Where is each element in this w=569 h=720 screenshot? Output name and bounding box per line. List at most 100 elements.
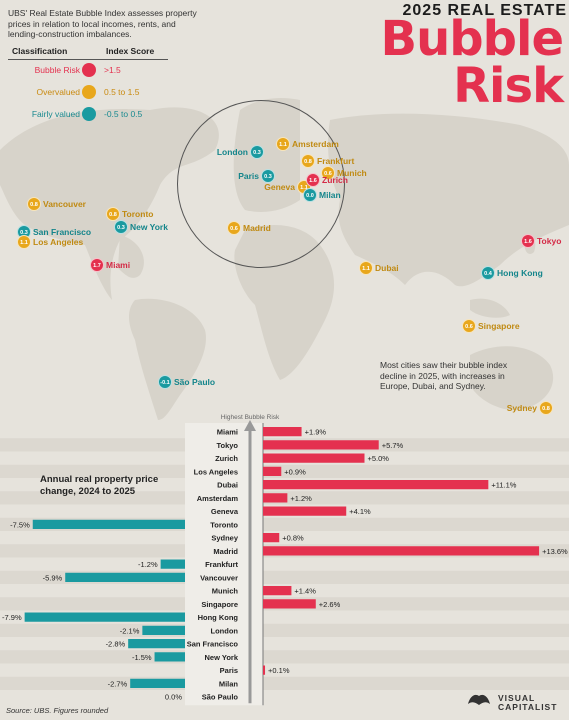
row-stripe: [0, 650, 569, 664]
city-score-bubble: 0.4: [481, 266, 495, 280]
header-title: Bubble Risk: [380, 11, 564, 114]
city-label: Tokyo: [537, 236, 562, 246]
bar: [263, 453, 365, 463]
category-label: Vancouver: [200, 573, 238, 582]
value-label: -1.5%: [132, 653, 152, 662]
legend-divider: [8, 59, 168, 60]
intro-text: UBS' Real Estate Bubble Index assesses p…: [8, 8, 197, 39]
category-label: Hong Kong: [198, 613, 239, 622]
category-label: Los Angeles: [194, 467, 238, 476]
legend-item-label: Fairly valued: [31, 109, 80, 119]
legend-dot: [82, 85, 96, 99]
city-score-bubble: 0.8: [27, 197, 41, 211]
bar-chart: Highest Bubble Risk Lowest Bubble Risk Mia…: [0, 414, 569, 710]
bar: [65, 572, 185, 582]
bar: [32, 519, 185, 529]
bar: [263, 599, 316, 609]
legend-item-label: Bubble Risk: [34, 65, 80, 75]
category-label: New York: [205, 653, 239, 662]
value-label: +0.1%: [268, 666, 290, 675]
bar: [263, 533, 280, 543]
bar: [263, 466, 282, 476]
city-label: Zurich: [322, 175, 348, 185]
value-label: +4.1%: [349, 507, 371, 516]
city-label: London: [216, 147, 248, 157]
city-score-bubble: 0.3: [261, 169, 275, 183]
city-score-bubble: 1.1: [359, 261, 373, 275]
city-label: Amsterdam: [292, 139, 339, 149]
category-label: Dubai: [217, 481, 238, 490]
city-label: Milan: [319, 190, 341, 200]
map-note: Most cities saw their bubble index decli…: [380, 360, 508, 391]
header-title-line1: Bubble: [380, 11, 564, 67]
legend: Classification Index Score Bubble Risk >…: [8, 46, 168, 126]
city-label: Frankfurt: [317, 156, 355, 166]
value-label: +0.8%: [282, 534, 304, 543]
bar: [263, 440, 379, 450]
map-section: 2025 REAL ESTATE Bubble Risk UBS' Real E…: [0, 2, 569, 420]
source-note: Source: UBS. Figures rounded: [6, 706, 109, 715]
city-score-bubble: 0.6: [227, 221, 241, 235]
header-title-line2: Risk: [453, 58, 564, 114]
value-label: +11.1%: [491, 481, 516, 490]
category-label: Sydney: [211, 534, 239, 543]
bar: [24, 612, 185, 622]
bar: [263, 665, 266, 675]
category-label: São Paulo: [202, 693, 239, 702]
legend-item-label: Overvalued: [36, 87, 80, 97]
city-label: Madrid: [243, 223, 271, 233]
header-subtitle: 2025 REAL ESTATE: [402, 2, 567, 19]
visual-capitalist-logo-icon: [468, 694, 490, 705]
city-label: Hong Kong: [497, 268, 543, 278]
city-score-bubble: 1.7: [90, 258, 104, 272]
city-label: San Francisco: [33, 227, 92, 237]
category-label: Madrid: [213, 547, 238, 556]
city-label: New York: [130, 222, 168, 232]
city-label: São Paulo: [174, 377, 216, 387]
bar: [142, 625, 185, 635]
city-label: Singapore: [478, 321, 520, 331]
legend-index-label: Index Score: [106, 46, 155, 56]
category-label: Toronto: [210, 520, 238, 529]
row-stripe: [0, 464, 569, 478]
city-label: Miami: [106, 260, 131, 270]
category-label: Miami: [217, 428, 238, 437]
bar: [263, 427, 302, 437]
legend-item-range: 0.5 to 1.5: [104, 87, 140, 97]
city-label: Munich: [337, 168, 367, 178]
city-score-bubble: 0.8: [539, 401, 553, 415]
city-label: Toronto: [122, 209, 154, 219]
value-label: +13.6%: [542, 547, 568, 556]
legend-item-fair: Fairly valued -0.5 to 0.5: [8, 104, 168, 126]
city-score-bubble: 0.0: [303, 188, 317, 202]
value-label: +1.4%: [294, 587, 316, 596]
bar: [128, 639, 185, 649]
category-label: Tokyo: [216, 441, 238, 450]
city-score-bubble: 1.1: [17, 235, 31, 249]
brand-line2: CAPITALIST: [498, 702, 558, 712]
bottom-axis-label: Lowest Bubble Risk: [221, 709, 279, 710]
value-label: +2.6%: [319, 600, 341, 609]
legend-classification-label: Classification: [12, 46, 68, 56]
category-label: Zurich: [215, 454, 238, 463]
category-label: Paris: [220, 666, 238, 675]
city-score-bubble: 0.6: [462, 319, 476, 333]
bar: [154, 652, 185, 662]
value-label: -1.2%: [138, 560, 158, 569]
value-label: -7.9%: [2, 613, 22, 622]
brand-name: VISUAL CAPITALIST: [498, 694, 557, 712]
category-label: Singapore: [201, 600, 238, 609]
city-label: Sydney: [506, 403, 537, 413]
category-label: Milan: [219, 679, 239, 688]
value-label: -2.1%: [120, 626, 140, 635]
legend-header: Classification Index Score: [8, 46, 168, 60]
legend-item-range: >1.5: [104, 65, 121, 75]
bar: [263, 546, 540, 556]
legend-dot: [82, 107, 96, 121]
category-label: Frankfurt: [205, 560, 238, 569]
city-score-bubble: -0.1: [158, 375, 172, 389]
city-score-bubble: 0.6: [321, 166, 335, 180]
city-label: Dubai: [375, 263, 399, 273]
legend-item-bubble: Bubble Risk >1.5: [8, 60, 168, 82]
bar: [263, 586, 292, 596]
